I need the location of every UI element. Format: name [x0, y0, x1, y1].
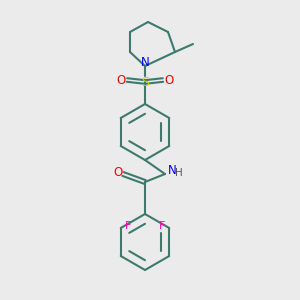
Text: O: O: [113, 166, 123, 178]
Text: H: H: [175, 168, 183, 178]
Text: S: S: [141, 76, 149, 88]
Text: F: F: [159, 221, 165, 231]
Text: F: F: [124, 221, 131, 231]
Text: N: N: [141, 56, 149, 68]
Text: O: O: [116, 74, 126, 86]
Text: N: N: [168, 164, 177, 178]
Text: O: O: [164, 74, 174, 86]
